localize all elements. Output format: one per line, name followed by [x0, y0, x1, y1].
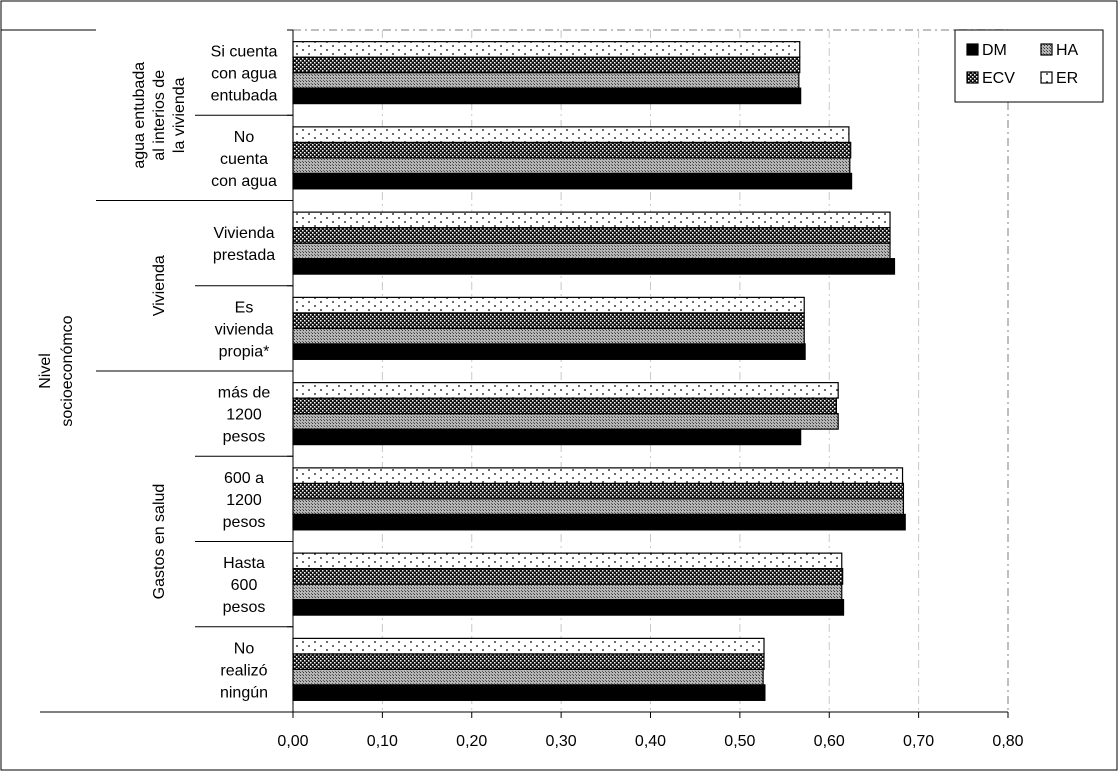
- x-tick-label: 0,50: [724, 733, 755, 750]
- category-label: Si cuenta: [211, 44, 278, 61]
- x-tick-label: 0,30: [546, 733, 577, 750]
- category-label: pesos: [223, 599, 266, 616]
- group-label: agua entubada: [131, 62, 148, 169]
- bar-ecv: [292, 653, 765, 670]
- bar-ha: [292, 583, 843, 601]
- bar-dm: [292, 599, 845, 616]
- category-label: realizó: [220, 662, 267, 679]
- category-label: 600 a: [224, 470, 264, 487]
- x-tick-label: 0,70: [903, 733, 934, 750]
- category-label: cuenta: [220, 151, 268, 168]
- x-tick-label: 0,40: [635, 733, 666, 750]
- category-label: Es: [235, 299, 254, 316]
- category-label: propia*: [219, 343, 270, 360]
- category-label: vivienda: [215, 321, 274, 338]
- category-label: pesos: [223, 514, 266, 531]
- bar-er: [292, 467, 904, 484]
- category-label: Hasta: [223, 555, 265, 572]
- group-label: la vivienda: [171, 77, 188, 153]
- legend-swatch-ha: [1040, 43, 1053, 56]
- group-label: al interios de: [151, 70, 168, 161]
- category-label: 1200: [226, 407, 262, 424]
- bar-er: [292, 382, 839, 399]
- category-label: con agua: [211, 66, 277, 83]
- legend-label-ecv: ECV: [982, 70, 1015, 87]
- outer-label: Nivel: [37, 353, 54, 389]
- bar-dm: [292, 684, 766, 701]
- bar-er: [292, 41, 801, 58]
- legend-swatch-er: [1040, 71, 1053, 84]
- group-label: Vivienda: [151, 255, 168, 316]
- bar-ecv: [292, 141, 852, 159]
- x-tick-label: 0,10: [367, 733, 398, 750]
- category-label: prestada: [213, 247, 275, 264]
- x-tick-label: 0,20: [456, 733, 487, 750]
- category-label: entubada: [211, 88, 278, 105]
- bar-ecv: [292, 397, 838, 415]
- category-label: Vivienda: [213, 225, 274, 242]
- legend-swatch-ecv: [966, 71, 979, 84]
- bar-ha: [292, 668, 764, 686]
- category-label: 1200: [226, 492, 262, 509]
- legend-label-ha: HA: [1056, 42, 1079, 59]
- bar-ha: [292, 498, 905, 515]
- group-label: Gastos en salud: [151, 484, 168, 600]
- bar-dm: [292, 258, 896, 275]
- outer-label: socioeconómco: [59, 315, 76, 426]
- bar-ha: [292, 157, 851, 174]
- bar-ecv: [292, 56, 801, 74]
- bar-dm: [292, 87, 802, 105]
- legend-label-er: ER: [1056, 70, 1078, 87]
- bar-dm: [292, 172, 853, 190]
- bar-dm: [292, 428, 802, 446]
- category-label: No: [234, 129, 255, 146]
- bar-er: [292, 637, 765, 655]
- bar-dm: [292, 513, 906, 531]
- bar-er: [292, 126, 850, 143]
- bar-er: [292, 552, 843, 570]
- legend-label-dm: DM: [982, 42, 1007, 59]
- legend-swatch-dm: [966, 43, 979, 56]
- bar-ecv: [292, 227, 891, 244]
- category-label: más de: [218, 385, 271, 402]
- category-label: pesos: [223, 429, 266, 446]
- bar-ecv: [292, 482, 905, 500]
- category-label: ningún: [220, 684, 268, 701]
- x-tick-label: 0,80: [992, 733, 1023, 750]
- category-label: No: [234, 640, 255, 657]
- bar-ha: [292, 72, 800, 89]
- category-label: con agua: [211, 173, 277, 190]
- bar-ha: [292, 413, 839, 430]
- bar-er: [292, 296, 805, 314]
- bar-ha: [292, 242, 891, 260]
- x-tick-label: 0,00: [277, 733, 308, 750]
- bar-ha: [292, 327, 805, 345]
- category-label: 600: [231, 577, 258, 594]
- bar-ecv: [292, 568, 844, 585]
- bar-dm: [292, 343, 806, 360]
- bar-er: [292, 211, 891, 229]
- x-tick-label: 0,60: [814, 733, 845, 750]
- bar-ecv: [292, 312, 805, 329]
- legend-box: [954, 29, 1104, 103]
